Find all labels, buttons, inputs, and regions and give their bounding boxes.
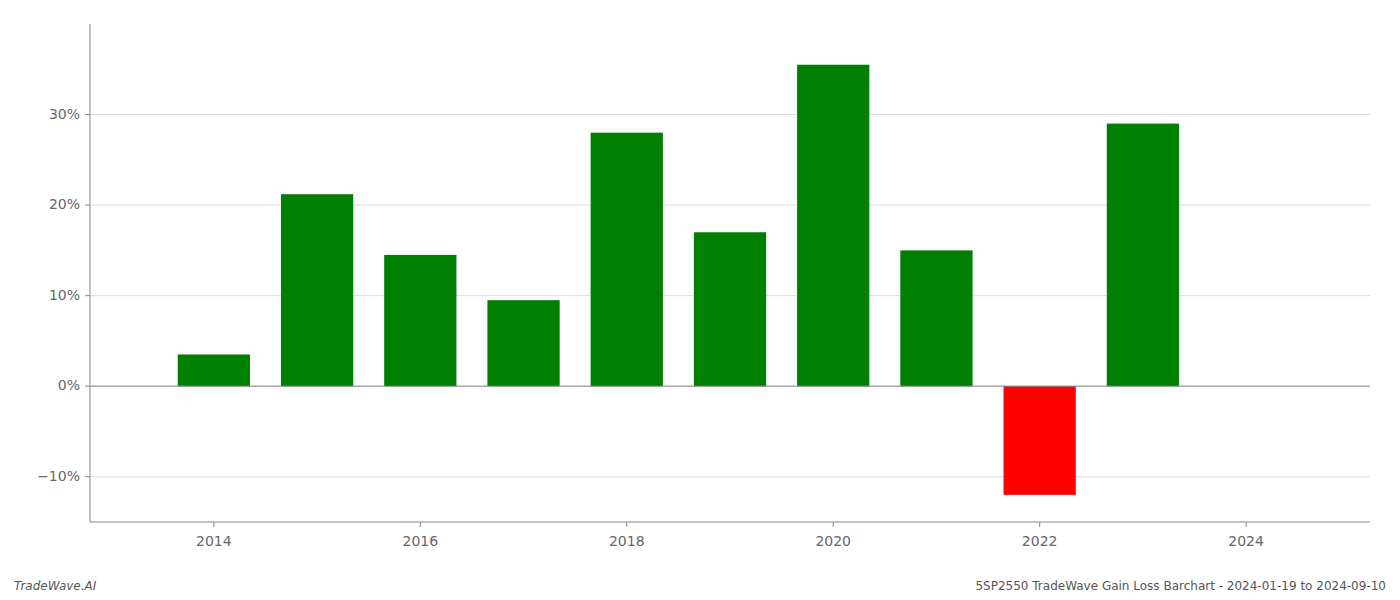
footer-right: 5SP2550 TradeWave Gain Loss Barchart - 2… (975, 579, 1386, 593)
background (0, 0, 1400, 600)
x-tick-label: 2020 (815, 533, 851, 549)
y-tick (85, 386, 90, 387)
bars (178, 65, 1179, 495)
y-tick-label: −10% (37, 468, 80, 484)
x-tick (833, 522, 834, 527)
x-tick (1039, 522, 1040, 527)
x-tick (626, 522, 627, 527)
bar (178, 354, 250, 386)
y-tick-label: 0% (58, 377, 80, 393)
y-tick (85, 476, 90, 477)
chart-container: −10% 0% 10% 20% 30% 2014 2016 2018 2020 2022 2024 T… (0, 0, 1400, 600)
grid (90, 115, 1370, 477)
bar (281, 194, 353, 386)
y-tick (85, 205, 90, 206)
x-tick-label: 2014 (196, 533, 232, 549)
x-tick-label: 2024 (1228, 533, 1264, 549)
y-tick-label: 20% (49, 196, 80, 212)
y-axis: −10% 0% 10% 20% 30% (37, 106, 90, 484)
y-tick-label: 10% (49, 287, 80, 303)
footer-left: TradeWave.AI (14, 579, 97, 593)
x-axis: 2014 2016 2018 2020 2022 2024 (196, 522, 1264, 549)
x-tick-label: 2016 (403, 533, 439, 549)
x-tick (1246, 522, 1247, 527)
chart: −10% 0% 10% 20% 30% 2014 2016 2018 2020 2022 2024 T… (0, 0, 1400, 600)
y-axis-line (90, 24, 91, 522)
y-tick-label: 30% (49, 106, 80, 122)
x-tick (213, 522, 214, 527)
bar (1107, 124, 1179, 387)
bar (487, 300, 559, 386)
bar (797, 65, 869, 386)
bar (694, 232, 766, 386)
grid-line (90, 386, 1370, 387)
bar (591, 133, 663, 387)
bar (900, 250, 972, 386)
x-tick-label: 2022 (1022, 533, 1058, 549)
bar (1004, 386, 1076, 495)
x-axis-line (90, 522, 1370, 523)
y-tick (85, 295, 90, 296)
x-tick (420, 522, 421, 527)
zero-line (90, 386, 1370, 387)
grid-line (90, 114, 1370, 115)
x-tick-label: 2018 (609, 533, 645, 549)
grid-line (90, 476, 1370, 477)
y-tick (85, 114, 90, 115)
bar (384, 255, 456, 386)
